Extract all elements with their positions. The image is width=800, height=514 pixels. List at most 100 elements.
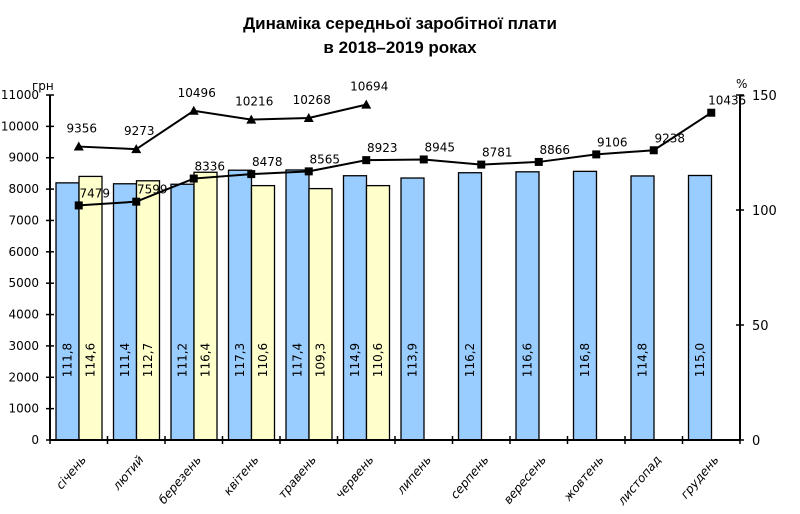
line-data-label: 8866	[539, 143, 570, 157]
y-left-tick-label: 3000	[8, 339, 39, 353]
bar-label: 112,7	[141, 343, 155, 377]
line-point-triangle	[303, 112, 314, 122]
line-data-label: 8945	[424, 140, 455, 154]
bar-label: 117,4	[291, 343, 305, 377]
bar-label: 110,6	[256, 343, 270, 377]
line-data-label: 9356	[66, 122, 97, 136]
line-point-square	[592, 150, 601, 159]
line-data-label: 10435	[708, 94, 746, 108]
line-data-label: 8923	[367, 141, 398, 155]
bar-2-січень	[78, 175, 103, 441]
line-data-label: 8336	[194, 160, 225, 174]
y-right-tick-label: 0	[752, 434, 760, 449]
y-left-tick-label: 0	[31, 433, 39, 447]
bar-label: 114,6	[84, 343, 98, 377]
line-series-1	[78, 111, 712, 207]
x-tick-label: серпень	[448, 453, 492, 502]
bar-label: 109,3	[314, 343, 328, 377]
bar-1-лютий	[112, 183, 138, 441]
bar-1-липень	[400, 177, 425, 441]
line-point-triangle	[73, 141, 84, 151]
bar-label: 116,2	[463, 343, 477, 377]
bar-label: 116,8	[578, 343, 592, 377]
line-point-square	[534, 157, 543, 166]
line-point-square	[362, 156, 371, 165]
line-data-label: 9238	[654, 131, 685, 145]
bar-label: 114,8	[636, 343, 650, 377]
bar-2-травень	[308, 187, 333, 441]
bar-label: 110,6	[371, 343, 385, 377]
bar-1-жовтень	[572, 170, 598, 441]
y-left-tick-label: 4000	[8, 308, 39, 322]
bar-1-серпень	[457, 172, 483, 441]
line-data-label: 10694	[350, 80, 388, 94]
y-right-tick-label: 50	[752, 319, 769, 334]
y-left-tick-label: 6000	[8, 245, 39, 259]
line-data-label: 10496	[178, 86, 216, 100]
line-point-square	[419, 155, 428, 164]
x-tick-label: квітень	[221, 453, 262, 498]
chart-title: Динаміка середньої заробітної плати	[243, 14, 557, 33]
x-tick-label: вересень	[501, 453, 549, 507]
y-left-tick-label: 7000	[8, 213, 39, 227]
line-point-triangle	[246, 114, 257, 124]
bar-label: 116,4	[199, 343, 213, 377]
line-point-triangle	[188, 105, 199, 115]
bar-1-квітень	[227, 169, 253, 441]
line-data-label: 7479	[79, 186, 110, 200]
y-left-tick-label: 8000	[8, 182, 39, 196]
y-left-tick-label: 1000	[8, 402, 39, 416]
line-point-square	[304, 167, 313, 176]
line-data-label: 9106	[597, 135, 628, 149]
line-point-square	[707, 108, 716, 117]
x-tick-label: травень	[275, 453, 319, 501]
bar-label: 111,8	[61, 343, 75, 377]
x-tick-label: січень	[53, 453, 89, 492]
y-left-tick-label: 11000	[1, 88, 39, 102]
line-point-triangle	[131, 144, 142, 154]
chart-subtitle: в 2018–2019 роках	[323, 38, 477, 57]
bar-1-травень	[285, 169, 310, 441]
bar-label: 114,9	[348, 343, 362, 377]
bar-label: 115,0	[693, 343, 707, 377]
line-point-square	[132, 197, 141, 206]
line-data-label: 9273	[124, 124, 155, 138]
line-series-2	[78, 103, 367, 151]
bar-1-січень	[55, 182, 80, 441]
line-point-triangle	[361, 99, 372, 109]
bar-2-квітень	[250, 184, 276, 441]
bar-label: 116,6	[521, 343, 535, 377]
line-data-label: 8478	[252, 155, 283, 169]
line-data-label: 8781	[482, 146, 513, 160]
bar-2-червень	[365, 184, 391, 441]
line-data-label: 8565	[309, 152, 340, 166]
x-tick-label: березень	[156, 453, 204, 507]
x-tick-label: грудень	[678, 453, 722, 502]
y-left-tick-label: 10000	[1, 119, 39, 133]
y-right-unit: %	[736, 77, 747, 91]
y-left-tick-label: 9000	[8, 151, 39, 165]
y-right-tick-label: 100	[752, 204, 777, 219]
bar-label: 111,2	[176, 343, 190, 377]
bar-1-листопад	[630, 175, 655, 441]
bar-1-грудень	[687, 174, 713, 441]
bar-label: 111,4	[118, 343, 132, 377]
line-point-square	[247, 170, 256, 179]
line-data-label: 10268	[293, 93, 331, 107]
bar-2-березень	[193, 171, 218, 441]
bar-1-вересень	[515, 171, 540, 441]
line-point-square	[477, 160, 486, 169]
y-left-tick-label: 2000	[8, 370, 39, 384]
line-point-square	[649, 146, 658, 155]
x-tick-label: червень	[333, 453, 377, 501]
line-data-label: 7599	[137, 183, 168, 197]
x-tick-label: жовтень	[560, 453, 606, 505]
x-tick-label: листопад	[614, 453, 664, 509]
y-right-tick-label: 150	[752, 89, 777, 104]
x-tick-label: лютий	[109, 453, 146, 494]
x-tick-label: липень	[393, 453, 434, 498]
line-point-square	[189, 174, 198, 183]
bar-label: 117,3	[233, 343, 247, 377]
bar-label: 113,9	[406, 343, 420, 377]
